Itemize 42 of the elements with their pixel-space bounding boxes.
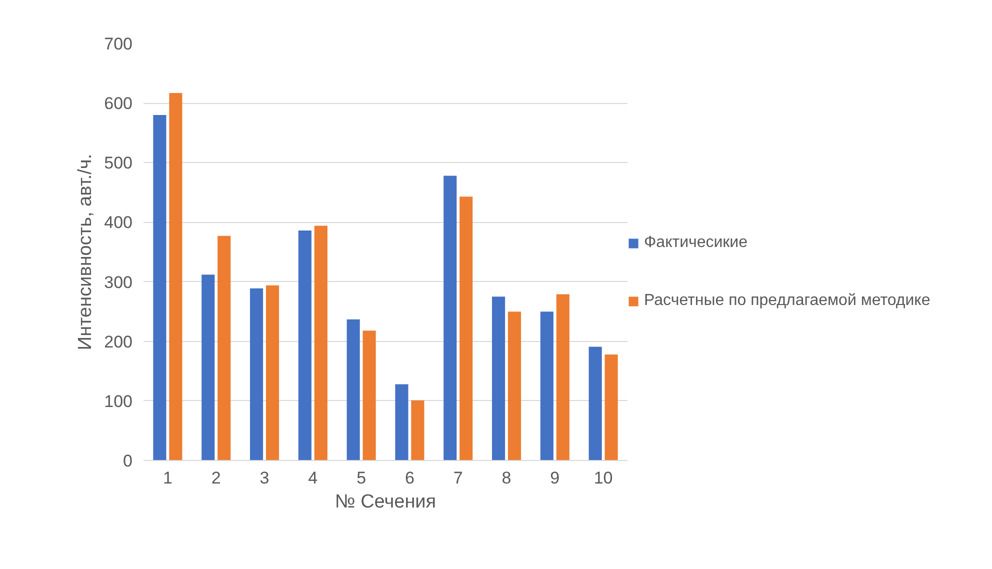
y-tick-label: 0 (123, 452, 133, 470)
bar (588, 346, 602, 460)
bar (218, 236, 231, 460)
bar (250, 288, 264, 460)
bar (540, 312, 554, 460)
y-axis-title: Интенсивность, авт./ч. (75, 154, 96, 350)
x-tick-label: 4 (308, 468, 318, 488)
x-tick-label: 1 (162, 468, 172, 488)
bar (202, 274, 215, 460)
bar (314, 226, 328, 460)
bar (411, 400, 424, 460)
y-tick-label: 700 (104, 34, 133, 54)
y-tick-label: 300 (104, 272, 133, 292)
y-tick-label: 600 (104, 94, 133, 114)
x-tick-label: 8 (502, 468, 512, 488)
x-tick-label: 2 (211, 468, 221, 488)
legend-label: Фактичесикие (644, 234, 748, 252)
bar (556, 294, 570, 460)
x-tick-label: 9 (550, 468, 560, 488)
bar (298, 230, 312, 460)
y-tick-label: 100 (104, 392, 133, 411)
x-tick-label: 3 (260, 468, 270, 488)
bar (492, 296, 506, 460)
x-axis-title: № Сечения (334, 492, 436, 512)
y-tick-label: 400 (104, 213, 133, 232)
y-tick-label: 500 (104, 154, 133, 173)
bar (266, 285, 280, 460)
bar (508, 312, 522, 460)
bar (169, 92, 182, 460)
bar (362, 330, 376, 460)
y-tick-label: 200 (104, 332, 133, 352)
x-tick-label: 5 (356, 468, 366, 488)
x-tick-label: 6 (404, 468, 414, 488)
bar (346, 319, 360, 460)
bar (395, 384, 408, 460)
bar (460, 196, 473, 460)
bar (604, 354, 618, 460)
bar (444, 176, 457, 460)
x-tick-label: 10 (594, 468, 613, 488)
bar (153, 114, 166, 460)
legend-label: Расчетные по предлагаемой методике (644, 292, 930, 310)
x-tick-label: 7 (453, 468, 463, 488)
